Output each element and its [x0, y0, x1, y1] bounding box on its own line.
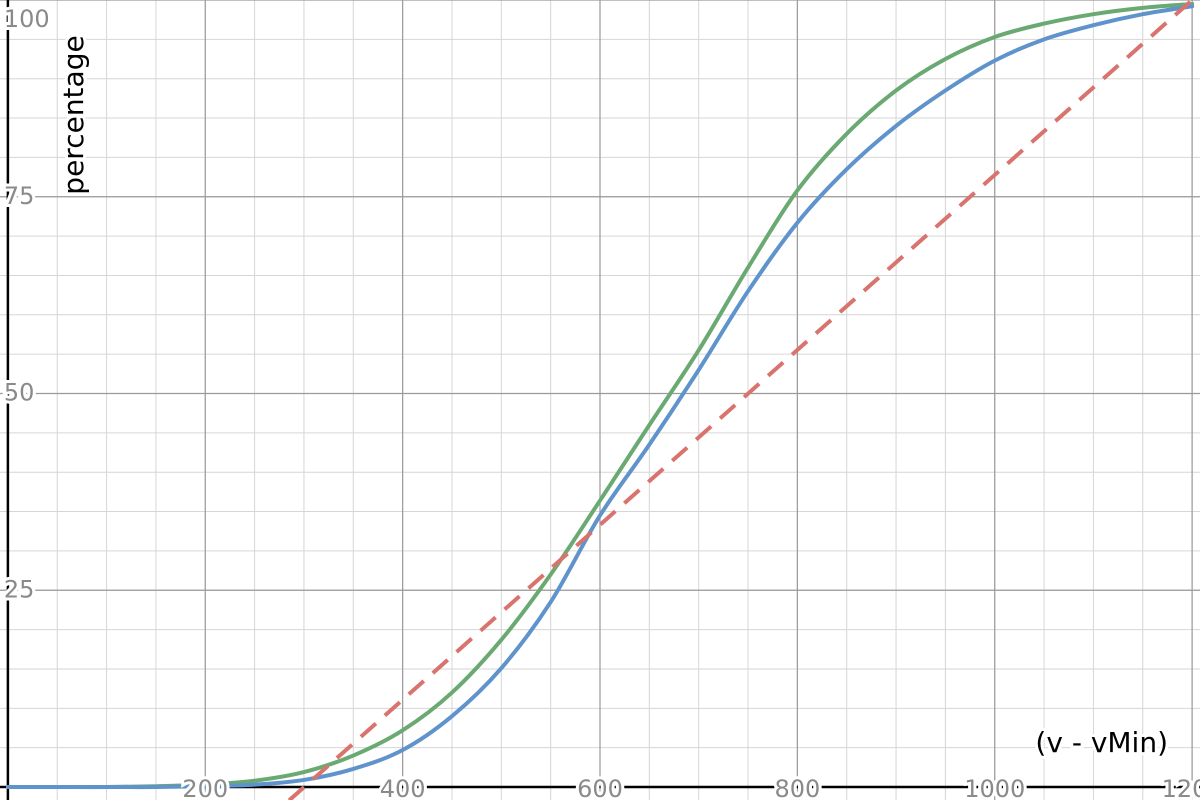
x-tick-label: 800 — [774, 775, 820, 800]
x-tick-label: 400 — [380, 775, 426, 800]
x-axis-label: (v - vMin) — [1035, 726, 1168, 759]
y-tick-label: 50 — [4, 379, 35, 407]
curve — [5, 4, 1195, 790]
x-tick-label: 200 — [182, 775, 228, 800]
y-tick-label: 25 — [4, 575, 35, 603]
curve — [287, 0, 1194, 800]
x-tick-label: 1200 — [1162, 775, 1200, 800]
y-axis-label: percentage — [57, 35, 90, 194]
y-tick-label: 100 — [4, 5, 50, 33]
x-tick-label: 600 — [577, 775, 623, 800]
y-tick-label: 75 — [4, 182, 35, 210]
x-tick-label: 1000 — [964, 775, 1025, 800]
curves — [5, 0, 1195, 800]
